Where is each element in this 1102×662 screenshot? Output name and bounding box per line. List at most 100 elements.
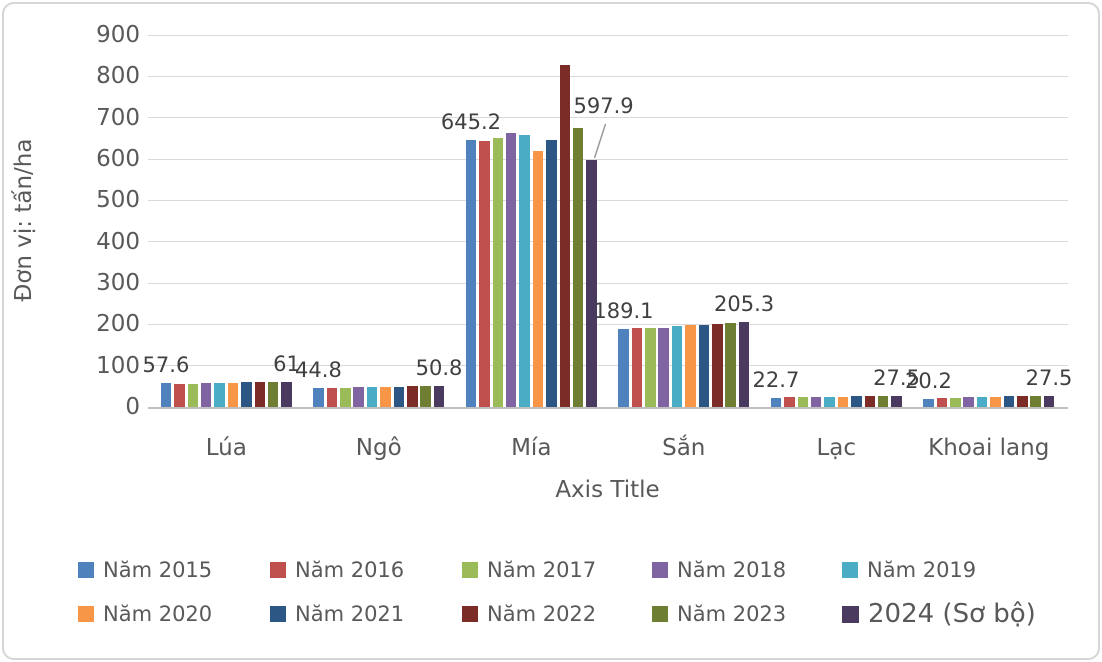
bar-Ngô-Năm 2017 [340,387,351,407]
y-axis-title: Đơn vị: tấn/ha [11,138,37,302]
bar-Mía-Năm 2020 [532,150,544,407]
data-label: 57.6 [142,353,190,378]
legend-label: Năm 2019 [867,558,977,582]
legend-item: Năm 2019 [842,554,976,586]
bar-Lạc-Năm 2018 [810,396,822,407]
bar-Lúa-Năm 2023 [267,381,279,407]
bar-Lạc-Năm 2016 [784,397,795,407]
legend-label: Năm 2021 [295,602,405,626]
gridline-700 [148,117,1068,119]
gridline-600 [148,158,1068,160]
bar-Sắn-Năm 2020 [685,325,696,407]
bar-Sắn-Năm 2018 [658,327,669,407]
bar-Ngô-Năm 2020 [380,387,391,407]
data-label: 645.2 [440,110,501,135]
data-label: 27.5 [1025,365,1073,390]
legend-label: Năm 2015 [103,558,213,582]
bar-Lúa-Năm 2019 [214,382,225,407]
bar-Khoai lang-Năm 2021 [1003,396,1015,407]
legend-item: Năm 2023 [652,598,786,630]
category-label: Lạc [816,435,857,461]
bar-Sắn-2024 (Sơ bộ) [738,322,750,407]
legend-swatch-icon [652,562,668,578]
bar-Mía-Năm 2017 [492,137,503,407]
bar-Ngô-Năm 2015 [313,388,324,407]
legend-item: 2024 (Sơ bộ) [842,598,1036,630]
bar-Ngô-Năm 2023 [420,386,431,407]
legend-swatch-icon [78,606,94,622]
bar-Khoai lang-Năm 2020 [990,396,1001,407]
bar-Lạc-Năm 2023 [877,395,889,407]
y-tick-label: 700 [96,104,140,131]
legend-label: Năm 2023 [677,602,787,626]
bar-Lạc-2024 (Sơ bộ) [891,395,902,407]
y-tick-label: 200 [96,311,140,338]
bar-Mía-Năm 2022 [559,64,570,407]
category-label: Lúa [205,435,247,461]
bar-Lúa-Năm 2015 [160,383,172,407]
legend-swatch-icon [462,606,478,622]
data-label-leader-line [593,123,607,159]
legend-swatch-icon [842,605,859,623]
y-tick-label: 300 [96,270,140,296]
gridline-800 [148,75,1068,77]
bar-Khoai lang-Năm 2016 [936,398,948,407]
legend-label: Năm 2016 [295,558,405,582]
gridline-900 [148,34,1068,36]
gridline-200 [148,323,1068,325]
data-label: 44.8 [295,358,342,383]
gridline-0 [148,406,1068,409]
bar-Lạc-Năm 2017 [797,397,808,407]
legend-item: Năm 2021 [270,598,404,630]
bar-Khoai lang-Năm 2022 [1017,396,1028,407]
bar-Sắn-Năm 2023 [725,323,736,407]
legend-swatch-icon [652,606,668,622]
bar-Sắn-Năm 2017 [645,327,656,407]
bar-Lúa-Năm 2022 [254,382,265,407]
bar-Lúa-2024 (Sơ bộ) [281,381,292,407]
legend-swatch-icon [78,562,94,578]
legend-swatch-icon [270,562,286,578]
gridline-100 [148,365,1068,367]
bar-Mía-Năm 2018 [505,132,517,407]
x-axis-title: Axis Title [555,477,660,503]
data-label: 20.2 [905,368,952,393]
legend-item: Năm 2015 [78,554,212,586]
legend-item: Năm 2018 [652,554,786,586]
legend-swatch-icon [462,562,478,578]
data-label: 50.8 [415,356,463,380]
bar-Ngô-Năm 2022 [407,386,418,407]
legend-label: 2024 (Sơ bộ) [868,599,1036,629]
bar-Khoai lang-Năm 2015 [923,398,934,407]
gridline-400 [148,241,1068,243]
legend-item: Năm 2022 [462,598,596,630]
bar-Khoai lang-Năm 2018 [963,397,974,407]
y-tick-label: 900 [96,22,140,48]
y-tick-label: 800 [96,63,140,90]
bar-Lạc-Năm 2022 [864,396,875,407]
legend-label: Năm 2020 [103,602,213,626]
data-label: 61 [273,351,300,376]
legend-label: Năm 2018 [677,558,787,582]
bar-Mía-Năm 2016 [479,141,490,407]
bar-Khoai lang-Năm 2019 [976,396,988,407]
legend-swatch-icon [842,562,858,578]
legend-swatch-icon [270,606,286,622]
bar-Sắn-Năm 2019 [671,326,683,407]
bar-Mía-2024 (Sơ bộ) [586,159,597,407]
legend: Năm 2015 Năm 2016 Năm 2017 Năm 2018 Năm 2019… [0,540,1102,650]
y-tick-label: 0 [125,394,140,420]
y-tick-label: 500 [96,187,140,214]
bar-Sắn-Năm 2021 [698,324,710,407]
bar-Ngô-Năm 2019 [366,387,378,407]
category-label: Ngô [355,435,402,461]
bar-Mía-Năm 2023 [572,128,584,407]
legend-item: Năm 2017 [462,554,596,586]
bar-Ngô-Năm 2016 [326,388,338,407]
legend-item: Năm 2016 [270,554,404,586]
category-label: Khoai lang [928,435,1050,461]
bar-Khoai lang-Năm 2017 [950,397,961,407]
bar-Lúa-Năm 2020 [227,382,239,407]
y-tick-label: 100 [96,352,140,379]
